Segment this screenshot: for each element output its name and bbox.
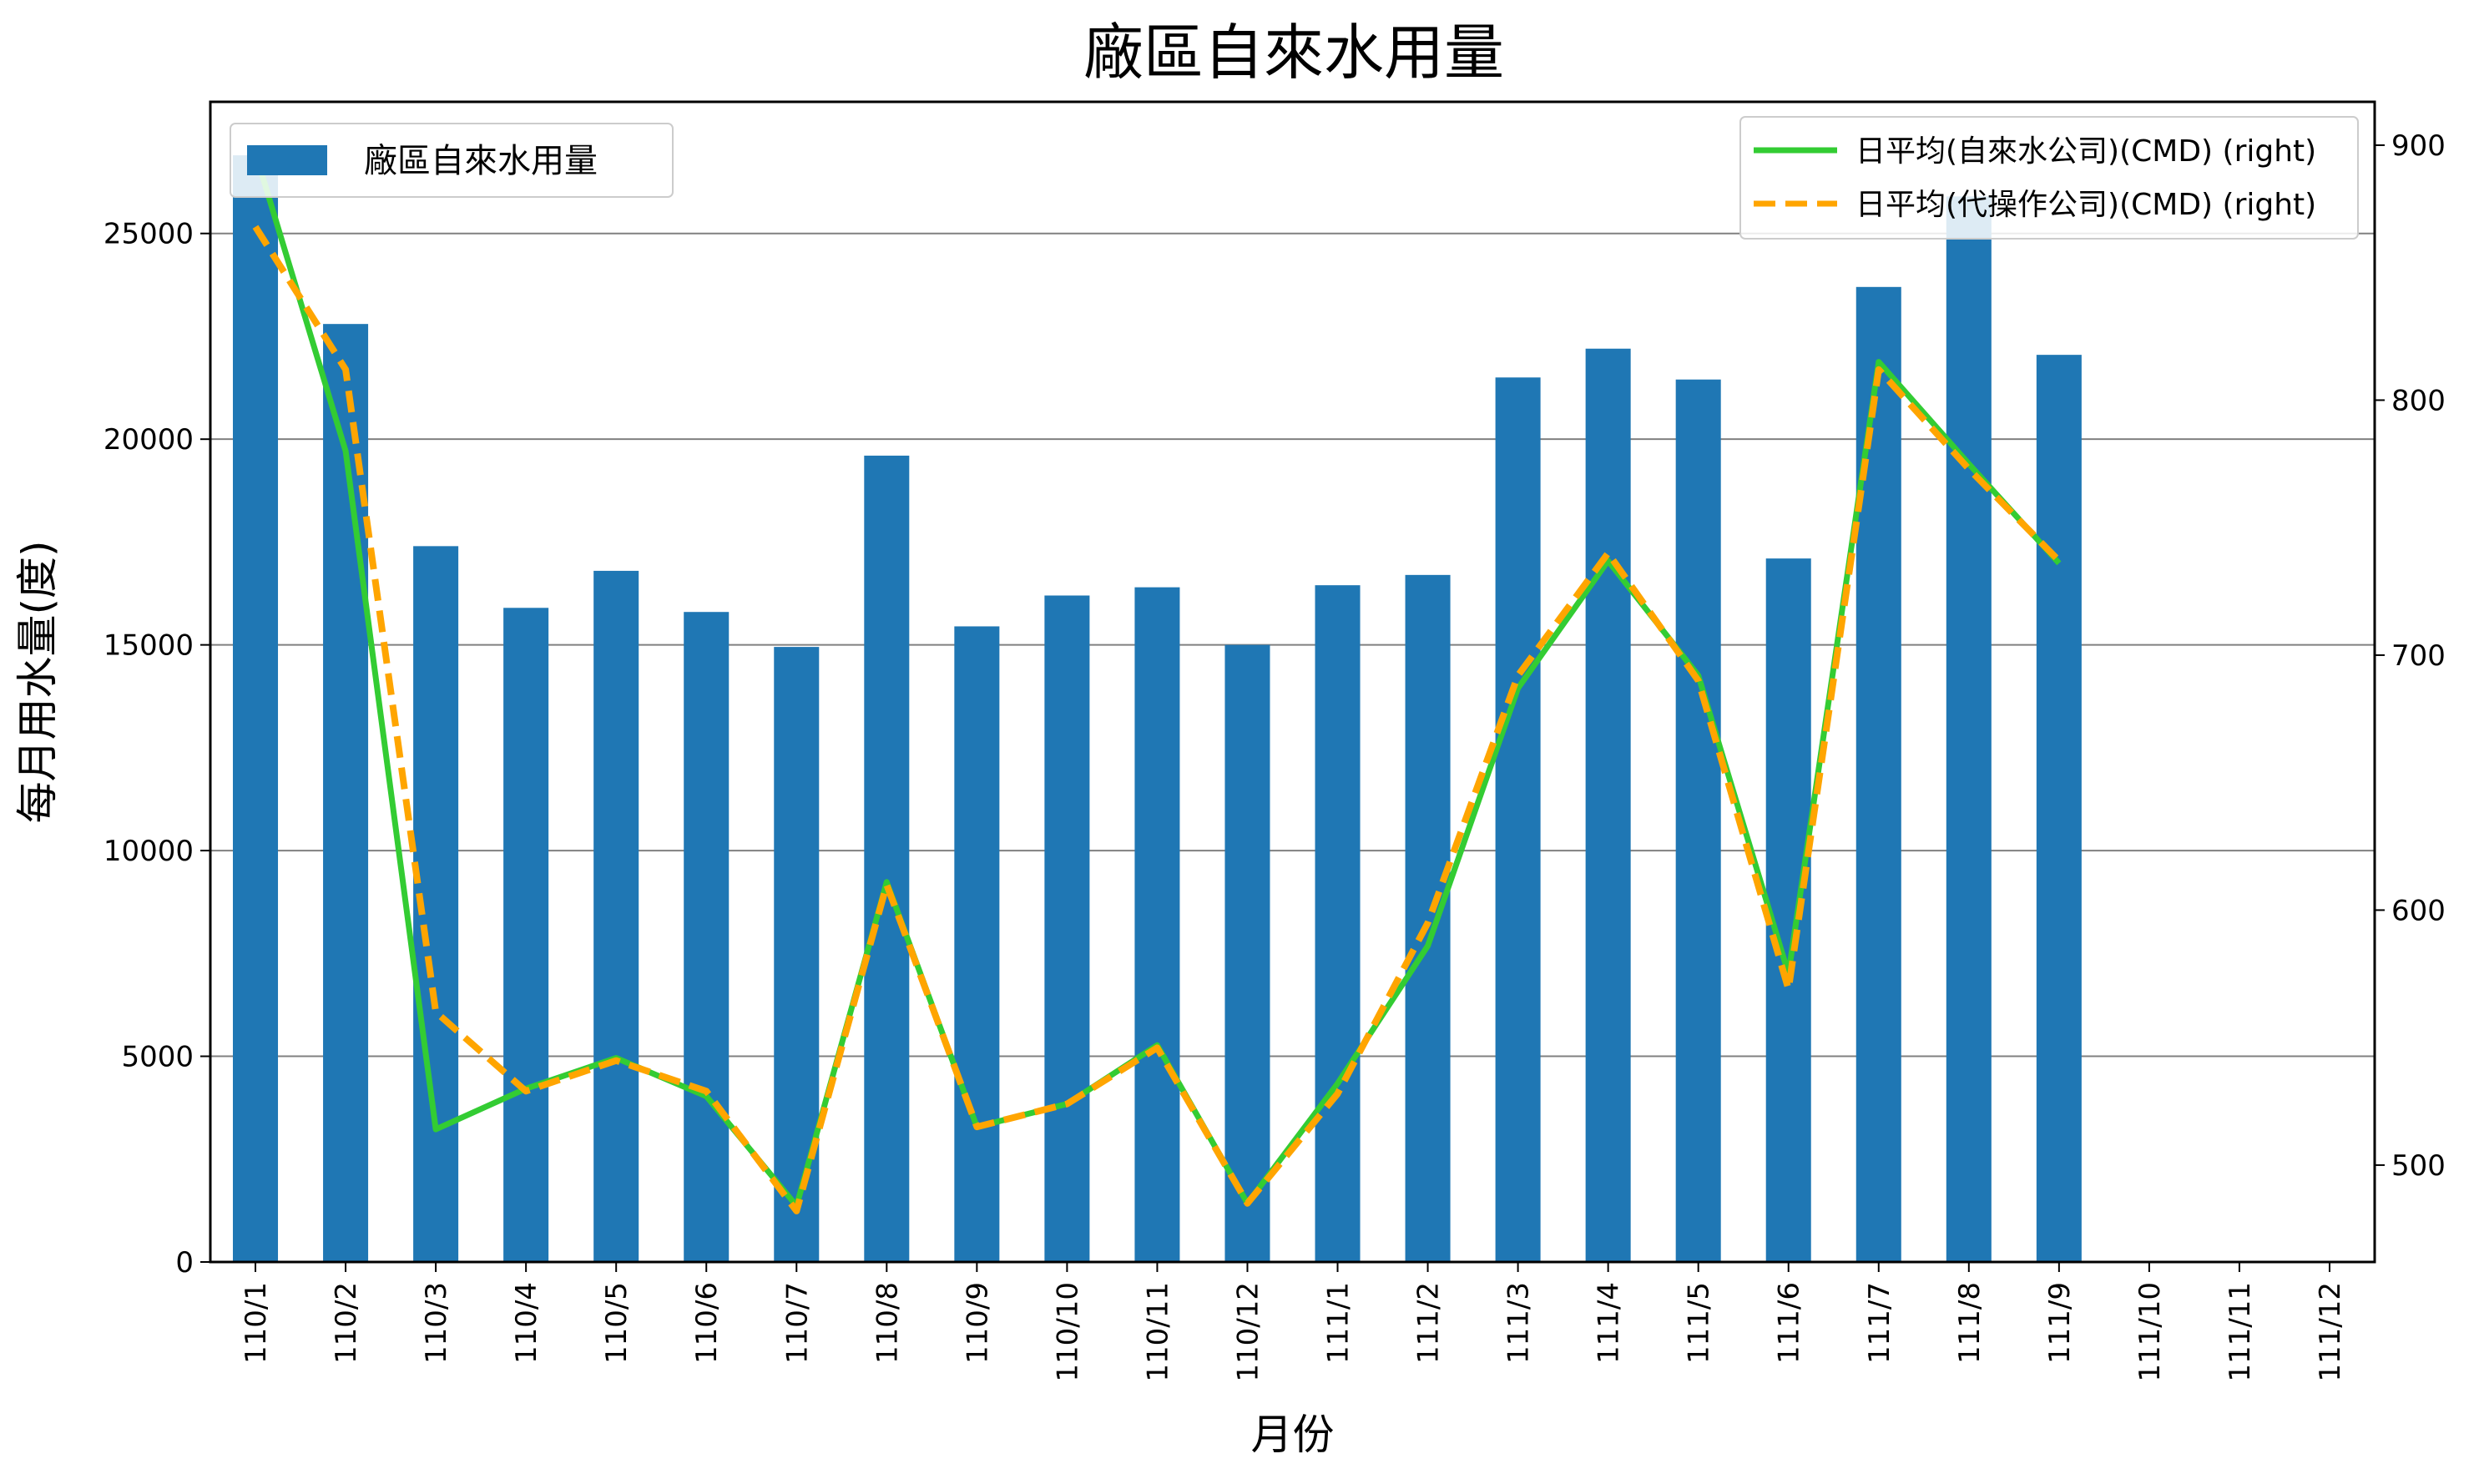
y-tick-label: 10000 [104,835,194,868]
legend-label: 日平均(代操作公司)(CMD) (right) [1855,188,2316,222]
bar [1855,286,1901,1263]
x-tick-label: 111/2 [1412,1282,1446,1364]
x-tick-label: 110/8 [871,1282,904,1364]
plot-frame [209,100,2376,1264]
gridlines [210,232,2375,1057]
line-series [252,152,2062,1214]
y-tick-label: 0 [175,1246,194,1280]
bar [1134,587,1180,1262]
y2-tick-label: 900 [2391,129,2446,163]
bar-series [233,155,2082,1263]
x-tick-label: 110/2 [330,1282,363,1364]
bar [503,608,549,1262]
x-tick-label: 110/7 [780,1282,814,1364]
y2-tick-label: 800 [2391,384,2446,417]
x-tick-label: 111/6 [1773,1282,1806,1364]
x-tick-label: 110/9 [961,1282,994,1364]
y-tick-label: 5000 [121,1041,194,1074]
x-tick-label: 110/4 [510,1282,543,1364]
line-legend: 日平均(自來水公司)(CMD) (right) 日平均(代操作公司)(CMD) (… [1739,116,2359,240]
x-tick-label: 111/9 [2043,1282,2077,1364]
bar [684,612,730,1262]
x-tick-label: 111/3 [1502,1282,1536,1364]
x-tick-label: 111/8 [1953,1282,1987,1364]
bar [1675,379,1721,1262]
legend-label: 日平均(自來水公司)(CMD) (right) [1855,134,2316,169]
y-tick-label: 25000 [104,218,194,251]
bar [1224,644,1270,1262]
bar [323,324,369,1263]
x-tick-label: 111/12 [2314,1282,2347,1382]
x-tick-label: 111/4 [1593,1282,1626,1364]
x-axis-label: 月份 [1251,1411,1335,1459]
legend-label: 廠區自來水用量 [364,142,598,180]
bar [954,626,1000,1262]
bar [1044,595,1090,1262]
y2-tick-label: 700 [2391,639,2446,673]
bar [1405,574,1451,1262]
right-y-axis: 500 600 700 800 900 [2375,129,2446,1183]
y-axis-label: 每月用水量(度) [13,540,62,823]
x-tick-label: 110/6 [690,1282,724,1364]
x-tick-label: 110/11 [1141,1282,1174,1382]
chart-title: 廠區自來水用量 [1083,18,1504,88]
bar [593,570,639,1262]
x-tick-label: 110/1 [240,1282,273,1364]
bar [1585,348,1631,1263]
bar [2036,355,2082,1262]
legend-swatch [247,145,327,175]
x-tick-label: 110/10 [1051,1282,1084,1382]
bar [864,455,910,1262]
series-line [252,225,2062,1214]
y2-tick-label: 600 [2391,894,2446,927]
left-y-axis: 0 5000 10000 15000 20000 25000 [104,218,210,1280]
y-tick-label: 15000 [104,629,194,663]
x-tick-label: 111/7 [1863,1282,1896,1364]
bar [774,647,820,1262]
bar-legend: 廠區自來水用量 [230,123,674,198]
bar [1765,558,1811,1262]
bar [1315,585,1361,1262]
x-axis: 110/1 110/2 110/3 110/4 110/5 110/6 110/7 110/8… [240,1262,2347,1382]
x-tick-label: 110/12 [1231,1282,1265,1382]
x-tick-label: 111/5 [1683,1282,1716,1364]
bar [233,155,279,1263]
x-tick-label: 111/10 [2133,1282,2167,1382]
bar [1946,196,1992,1263]
x-tick-label: 111/11 [2224,1282,2257,1382]
x-tick-label: 110/5 [600,1282,634,1364]
x-tick-label: 110/3 [420,1282,453,1364]
legend-box [1739,116,2359,240]
y2-tick-label: 500 [2391,1149,2446,1183]
legend-box [230,123,674,198]
y-tick-label: 20000 [104,423,194,457]
x-tick-label: 111/1 [1322,1282,1356,1364]
bar [1495,377,1541,1262]
